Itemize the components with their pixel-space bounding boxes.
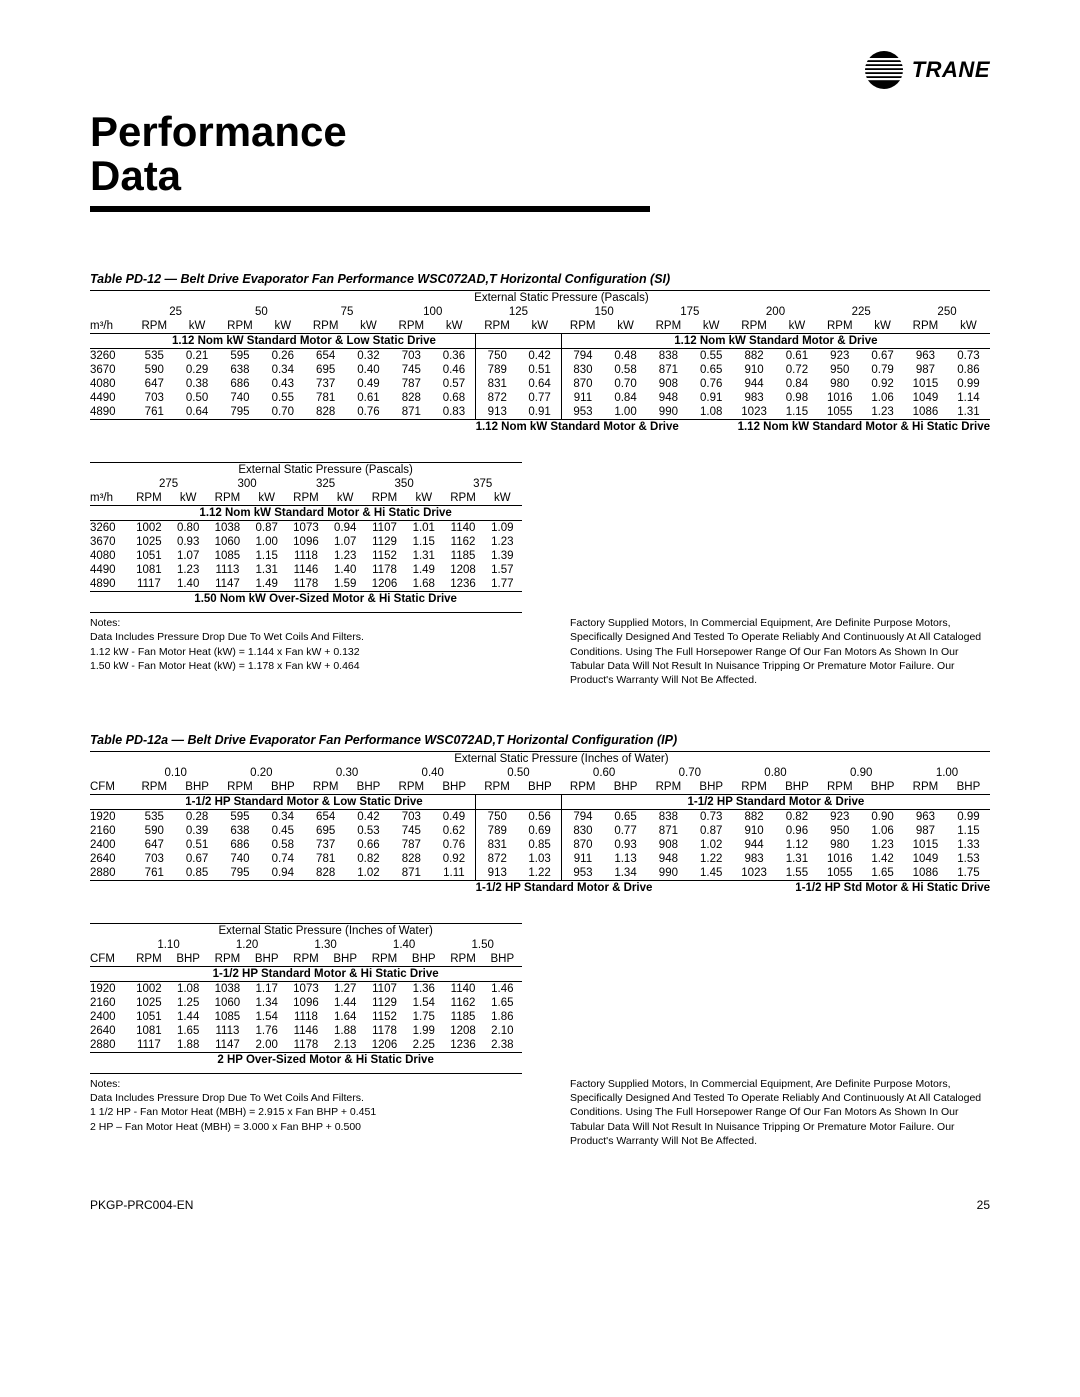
logo-row: TRANE [90, 50, 990, 90]
notes1-right: Factory Supplied Motors, In Commercial E… [570, 616, 990, 687]
page: TRANE Performance Data Table PD-12 — Bel… [0, 0, 1080, 1252]
notes1-left: Notes: Data Includes Pressure Drop Due T… [90, 616, 510, 687]
notes2-l0: Data Includes Pressure Drop Due To Wet C… [90, 1092, 364, 1104]
table1-caption: Table PD-12 — Belt Drive Evaporator Fan … [90, 272, 990, 286]
notes2-l2: 2 HP – Fan Motor Heat (MBH) = 3.000 x Fa… [90, 1121, 361, 1133]
page-footer: PKGP-PRC004-EN 25 [90, 1198, 990, 1212]
notes-block-1: Notes: Data Includes Pressure Drop Due T… [90, 612, 990, 687]
footer-page-number: 25 [977, 1198, 990, 1212]
title-block: Performance Data [90, 110, 990, 212]
table1b: External Static Pressure (Pascals)275300… [90, 462, 522, 606]
title-line-2: Data [90, 152, 181, 199]
table2-caption: Table PD-12a — Belt Drive Evaporator Fan… [90, 733, 990, 747]
notes2-right: Factory Supplied Motors, In Commercial E… [570, 1077, 990, 1148]
page-title: Performance Data [90, 110, 990, 198]
notes1-heading: Notes: [90, 617, 120, 629]
brand-logo: TRANE [864, 50, 990, 90]
table2b: External Static Pressure (Inches of Wate… [90, 923, 522, 1067]
title-line-1: Performance [90, 108, 347, 155]
notes1-l1: 1.12 kW - Fan Motor Heat (kW) = 1.144 x … [90, 646, 360, 658]
table1: External Static Pressure (Pascals)255075… [90, 290, 990, 434]
notes1-l2: 1.50 kW - Fan Motor Heat (kW) = 1.178 x … [90, 660, 360, 672]
notes2-left: Notes: Data Includes Pressure Drop Due T… [90, 1077, 510, 1148]
trane-globe-icon [864, 50, 904, 90]
notes1-l0: Data Includes Pressure Drop Due To Wet C… [90, 631, 364, 643]
notes-block-2: Notes: Data Includes Pressure Drop Due T… [90, 1073, 990, 1148]
footer-doc-id: PKGP-PRC004-EN [90, 1198, 193, 1212]
notes2-heading: Notes: [90, 1078, 120, 1090]
title-rule [90, 206, 650, 212]
notes2-l1: 1 1/2 HP - Fan Motor Heat (MBH) = 2.915 … [90, 1106, 376, 1118]
brand-name: TRANE [912, 57, 990, 83]
table2: External Static Pressure (Inches of Wate… [90, 751, 990, 895]
